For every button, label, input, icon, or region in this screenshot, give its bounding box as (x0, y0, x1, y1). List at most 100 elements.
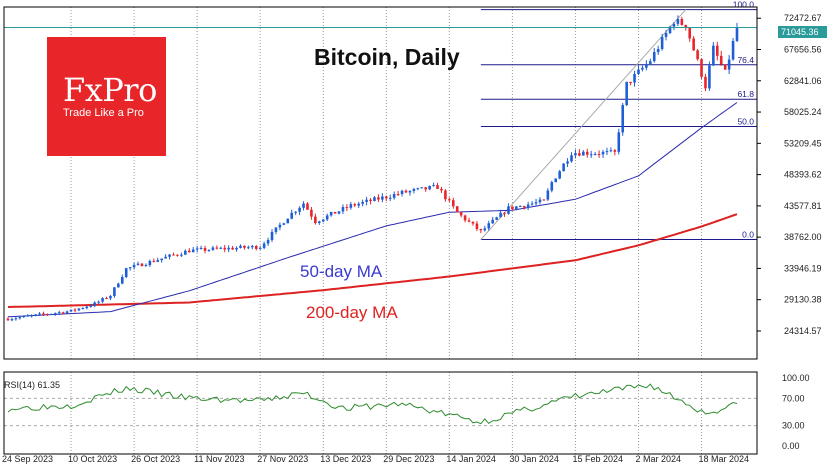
candle-body (187, 250, 191, 253)
candle-body (34, 314, 37, 316)
ma200-line (7, 213, 738, 308)
candle-body (22, 315, 26, 318)
candle-body (132, 264, 136, 268)
candle-body (160, 258, 163, 261)
candle-body (637, 69, 640, 74)
candle-body (712, 45, 715, 66)
candle-body (207, 249, 211, 251)
candle-body (542, 199, 546, 201)
candle-body (420, 187, 424, 189)
candle-body (613, 150, 617, 152)
candle-body (329, 211, 333, 216)
candle-body (219, 247, 223, 249)
candle-body (696, 50, 699, 60)
candle-body (459, 212, 463, 216)
candle-body (388, 197, 392, 199)
candle-body (645, 63, 648, 68)
candle-body (57, 312, 61, 314)
candle-body (38, 313, 41, 315)
ma50-line (7, 102, 738, 318)
candle-body (298, 207, 301, 212)
candle-body (578, 153, 581, 156)
fxpro-logo: FxPro Trade Like a Pro (47, 37, 166, 156)
candle-body (562, 163, 565, 172)
fib-level-label: 0.0 (742, 230, 754, 240)
candle-body (203, 247, 207, 251)
candle-body (408, 190, 412, 193)
candle-body (475, 223, 479, 230)
candle-body (660, 36, 664, 50)
x-tick-label: 15 Feb 2024 (572, 454, 623, 464)
candle-body (77, 308, 81, 311)
rsi-tick-label: 30.00 (782, 421, 805, 431)
candle-body (120, 277, 124, 284)
candle-body (302, 203, 305, 208)
candle-body (310, 209, 313, 217)
candle-body (652, 52, 656, 62)
candle-body (373, 197, 376, 202)
candle-body (117, 283, 120, 288)
candle-body (14, 318, 18, 320)
rsi-tick-label: 100.00 (782, 373, 810, 383)
candle-body (664, 33, 668, 37)
candle-body (318, 221, 321, 223)
candle-body (570, 155, 573, 162)
candle-body (314, 216, 317, 223)
candle-body (723, 64, 727, 70)
candle-body (353, 204, 357, 206)
candle-body (463, 215, 467, 221)
candle-body (491, 219, 494, 224)
candle-body (400, 190, 404, 195)
candle-body (337, 211, 341, 214)
x-tick-label: 2 Mar 2024 (635, 454, 681, 464)
candle-body (294, 211, 297, 213)
rsi-frame (3, 371, 758, 455)
candle-body (692, 38, 695, 51)
price-frame (3, 6, 758, 360)
candle-body (251, 245, 254, 248)
candle-body (566, 161, 569, 164)
candle-body (444, 190, 447, 200)
candle-body (168, 254, 171, 257)
candle-body (333, 211, 337, 214)
candle-body (286, 218, 290, 224)
candle-body (113, 287, 116, 296)
candle-body (530, 203, 534, 205)
candle-body (585, 151, 589, 155)
y-tick-label: 67656.56 (784, 44, 822, 54)
candle-body (396, 194, 400, 196)
candle-body (239, 245, 242, 248)
candle-body (184, 250, 187, 255)
candle-body (101, 298, 104, 302)
candle-body (495, 217, 498, 220)
candle-body (266, 240, 270, 244)
candle-body (270, 231, 274, 241)
x-tick-label: 10 Oct 2023 (68, 454, 117, 464)
candle-body (432, 185, 435, 187)
candle-body (448, 199, 451, 201)
y-tick-label: 72472.67 (784, 13, 822, 23)
candle-body (554, 178, 558, 183)
candle-body (290, 212, 294, 219)
candle-body (73, 309, 77, 311)
candle-body (538, 199, 542, 203)
candle-body (708, 65, 711, 89)
candle-body (199, 247, 203, 249)
candle-body (649, 61, 652, 64)
candle-body (424, 187, 427, 190)
candle-body (349, 204, 353, 208)
ma200-path (7, 213, 738, 308)
candle-body (180, 254, 183, 256)
candle-body (172, 254, 175, 256)
candle-body (274, 227, 278, 232)
logo-brand: FxPro (63, 71, 157, 109)
candle-body (680, 19, 684, 25)
candle-body (668, 26, 672, 34)
candle-body (361, 201, 364, 204)
candle-body (345, 207, 349, 209)
y-tick-label: 29130.38 (784, 295, 822, 305)
candle-body (97, 301, 100, 303)
fib-level-label: 50.0 (737, 116, 754, 126)
candle-body (282, 223, 286, 225)
